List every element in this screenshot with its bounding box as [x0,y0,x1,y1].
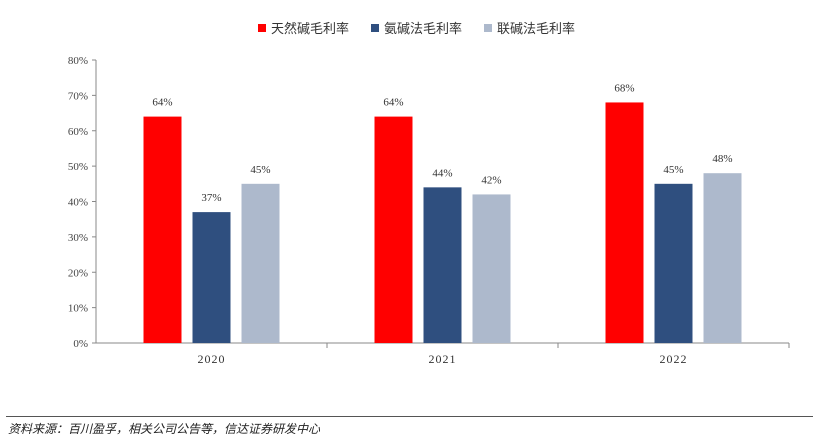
bars [143,102,742,343]
y-tick-label: 80% [68,55,88,67]
source-divider [6,416,813,417]
data-labels: 64% 37% 45% 64% 44% 42% 68% 45% 48% [152,82,732,204]
legend-swatch-3 [484,24,492,32]
data-label-2022-series-2: 45% [663,164,683,176]
y-tick-label: 60% [68,126,88,138]
data-label-2020-series-1: 64% [152,97,172,109]
bar-2020-series-2 [192,212,231,343]
x-axis: 2020 2021 2022 [96,342,790,366]
data-label-2021-series-2: 44% [432,167,452,179]
bar-2022-series-1 [605,102,644,343]
y-tick-label: 70% [68,90,88,102]
legend-label-1: 天然碱毛利率 [271,21,349,37]
y-tick-label: 30% [68,232,88,244]
y-axis: 0% 10% 20% 30% 40% 50% 60% 70% 80% [68,55,97,350]
data-label-2021-series-1: 64% [383,97,403,109]
bar-2020-series-3 [241,183,280,343]
x-tick-label: 2020 [198,352,226,366]
chart-legend: 天然碱毛利率 氨碱法毛利率 联碱法毛利率 [258,21,575,37]
legend-swatch-2 [371,24,379,32]
bar-2022-series-2 [654,183,693,343]
y-tick-label: 10% [68,303,88,315]
data-label-2022-series-1: 68% [614,82,634,94]
bar-2021-series-3 [472,194,511,343]
x-tick-label: 2021 [429,352,457,366]
data-label-2020-series-3: 45% [250,164,270,176]
source-note: 资料来源：百川盈孚，相关公司公告等，信达证券研发中心 [8,422,321,436]
y-tick-label: 0% [73,338,88,350]
bar-2022-series-3 [703,173,742,343]
bar-2020-series-1 [143,116,182,343]
data-label-2022-series-3: 48% [712,153,732,165]
y-tick-label: 50% [68,161,88,173]
x-tick-label: 2022 [660,352,688,366]
bar-2021-series-2 [423,187,462,343]
y-tick-label: 40% [68,197,88,209]
bar-2021-series-1 [374,116,413,343]
legend-label-2: 氨碱法毛利率 [384,21,462,37]
bar-chart: 天然碱毛利率 氨碱法毛利率 联碱法毛利率 0% 10% 20% 30% 40% 50% 60% 7… [68,21,790,366]
legend-swatch-1 [258,24,266,32]
data-label-2021-series-3: 42% [481,174,501,186]
legend-label-3: 联碱法毛利率 [497,21,575,37]
data-label-2020-series-2: 37% [201,192,221,204]
y-tick-label: 20% [68,267,88,279]
